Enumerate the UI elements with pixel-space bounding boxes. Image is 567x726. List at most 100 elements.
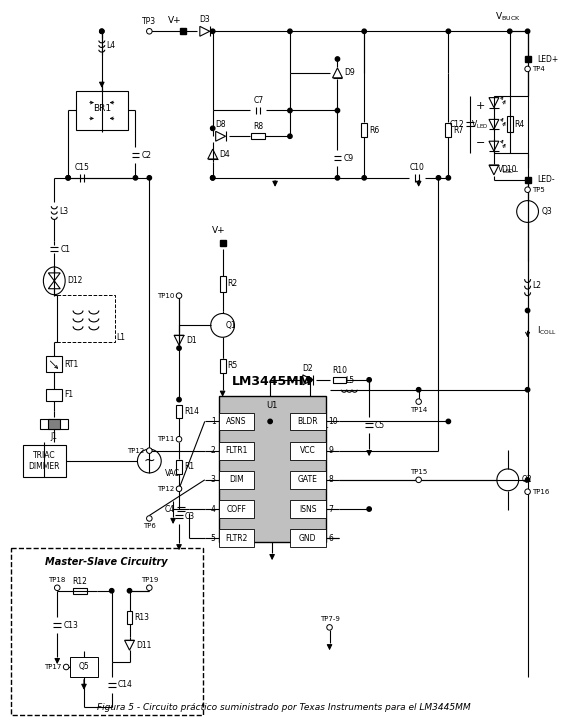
Text: C15: C15 [74,163,90,172]
Text: R6: R6 [369,126,379,135]
Circle shape [146,448,152,454]
Text: J1: J1 [51,432,58,441]
Text: L1: L1 [117,333,126,342]
Text: RT1: RT1 [64,361,78,370]
Bar [219,529,254,547]
Text: TP19: TP19 [141,577,158,583]
Circle shape [335,108,340,113]
Text: R13: R13 [134,613,150,622]
Circle shape [416,477,421,483]
Circle shape [128,589,132,593]
Text: 10: 10 [328,417,338,426]
Bar [290,412,325,431]
Circle shape [446,176,451,180]
Text: C5: C5 [375,421,385,430]
Text: L2: L2 [532,281,541,290]
Text: 9: 9 [328,446,333,455]
Text: TRIAC
DIMMER: TRIAC DIMMER [28,451,60,471]
Text: 3: 3 [211,476,215,484]
Circle shape [177,346,181,351]
Circle shape [54,585,60,590]
Text: COFF: COFF [227,505,247,513]
Text: TP14: TP14 [410,407,428,412]
Circle shape [526,309,530,313]
Text: TP16: TP16 [532,489,550,494]
Text: R1: R1 [184,462,194,471]
Text: ~: ~ [143,454,155,468]
Text: R7: R7 [454,126,464,135]
Circle shape [100,29,104,33]
Circle shape [288,108,292,113]
Text: C12: C12 [450,120,464,129]
Text: TP18: TP18 [49,577,66,583]
Bar [219,396,325,542]
Text: D3: D3 [200,15,210,25]
Bar [524,177,531,183]
Text: D9: D9 [344,68,355,78]
Text: D12: D12 [67,277,83,285]
Text: FLTR1: FLTR1 [225,446,248,455]
Circle shape [335,57,340,61]
Text: TP15: TP15 [410,469,428,475]
Text: TP4: TP4 [532,66,545,72]
Text: TP5: TP5 [532,187,545,192]
Text: U1: U1 [266,401,278,410]
Circle shape [446,29,451,33]
Circle shape [307,378,312,382]
Text: C14: C14 [117,680,133,689]
Text: 1: 1 [211,417,215,426]
Circle shape [176,486,182,492]
Text: Master-Slave Circuitry: Master-Slave Circuitry [45,557,168,567]
Text: −: − [475,138,485,148]
Text: TP12: TP12 [127,448,145,454]
Bar [361,123,367,137]
Text: L3: L3 [59,207,69,216]
Text: V$_\mathrm{LED}$: V$_\mathrm{LED}$ [471,118,489,131]
Text: 2: 2 [211,446,215,455]
Text: BR1: BR1 [93,104,111,113]
Bar [219,276,226,292]
Text: LED+: LED+ [538,54,558,63]
Circle shape [367,507,371,511]
Text: VCC: VCC [300,446,316,455]
Text: R10: R10 [332,366,347,375]
Text: L4: L4 [107,41,116,49]
Bar [180,28,186,34]
Bar [290,529,325,547]
Circle shape [526,29,530,33]
Text: C10: C10 [409,163,424,172]
Text: D2: D2 [302,364,313,373]
Text: TP10: TP10 [156,293,174,298]
Circle shape [210,29,215,33]
Text: LED-: LED- [538,175,555,184]
Bar [126,611,133,624]
Text: TP12: TP12 [157,486,174,492]
Circle shape [288,134,292,139]
Circle shape [526,478,530,482]
Text: Q2: Q2 [522,476,532,484]
Bar [332,377,346,383]
Circle shape [66,176,70,180]
Circle shape [525,187,530,192]
Bar [307,418,313,432]
Bar [73,588,87,594]
Bar [48,420,60,429]
Text: TP6: TP6 [143,523,156,529]
Circle shape [146,28,152,34]
Circle shape [177,397,181,401]
Circle shape [526,388,530,392]
Bar [46,388,62,401]
Text: D1: D1 [186,335,197,345]
Text: +: + [475,100,485,110]
Text: TP3: TP3 [142,17,156,26]
Circle shape [133,176,138,180]
Bar [219,240,226,246]
Text: D10: D10 [501,166,517,174]
Circle shape [64,664,69,670]
Bar [57,295,115,342]
Bar [507,116,513,132]
Bar [23,445,66,477]
Bar [219,412,254,431]
Text: 8: 8 [328,476,333,484]
Text: VAC: VAC [165,469,180,478]
